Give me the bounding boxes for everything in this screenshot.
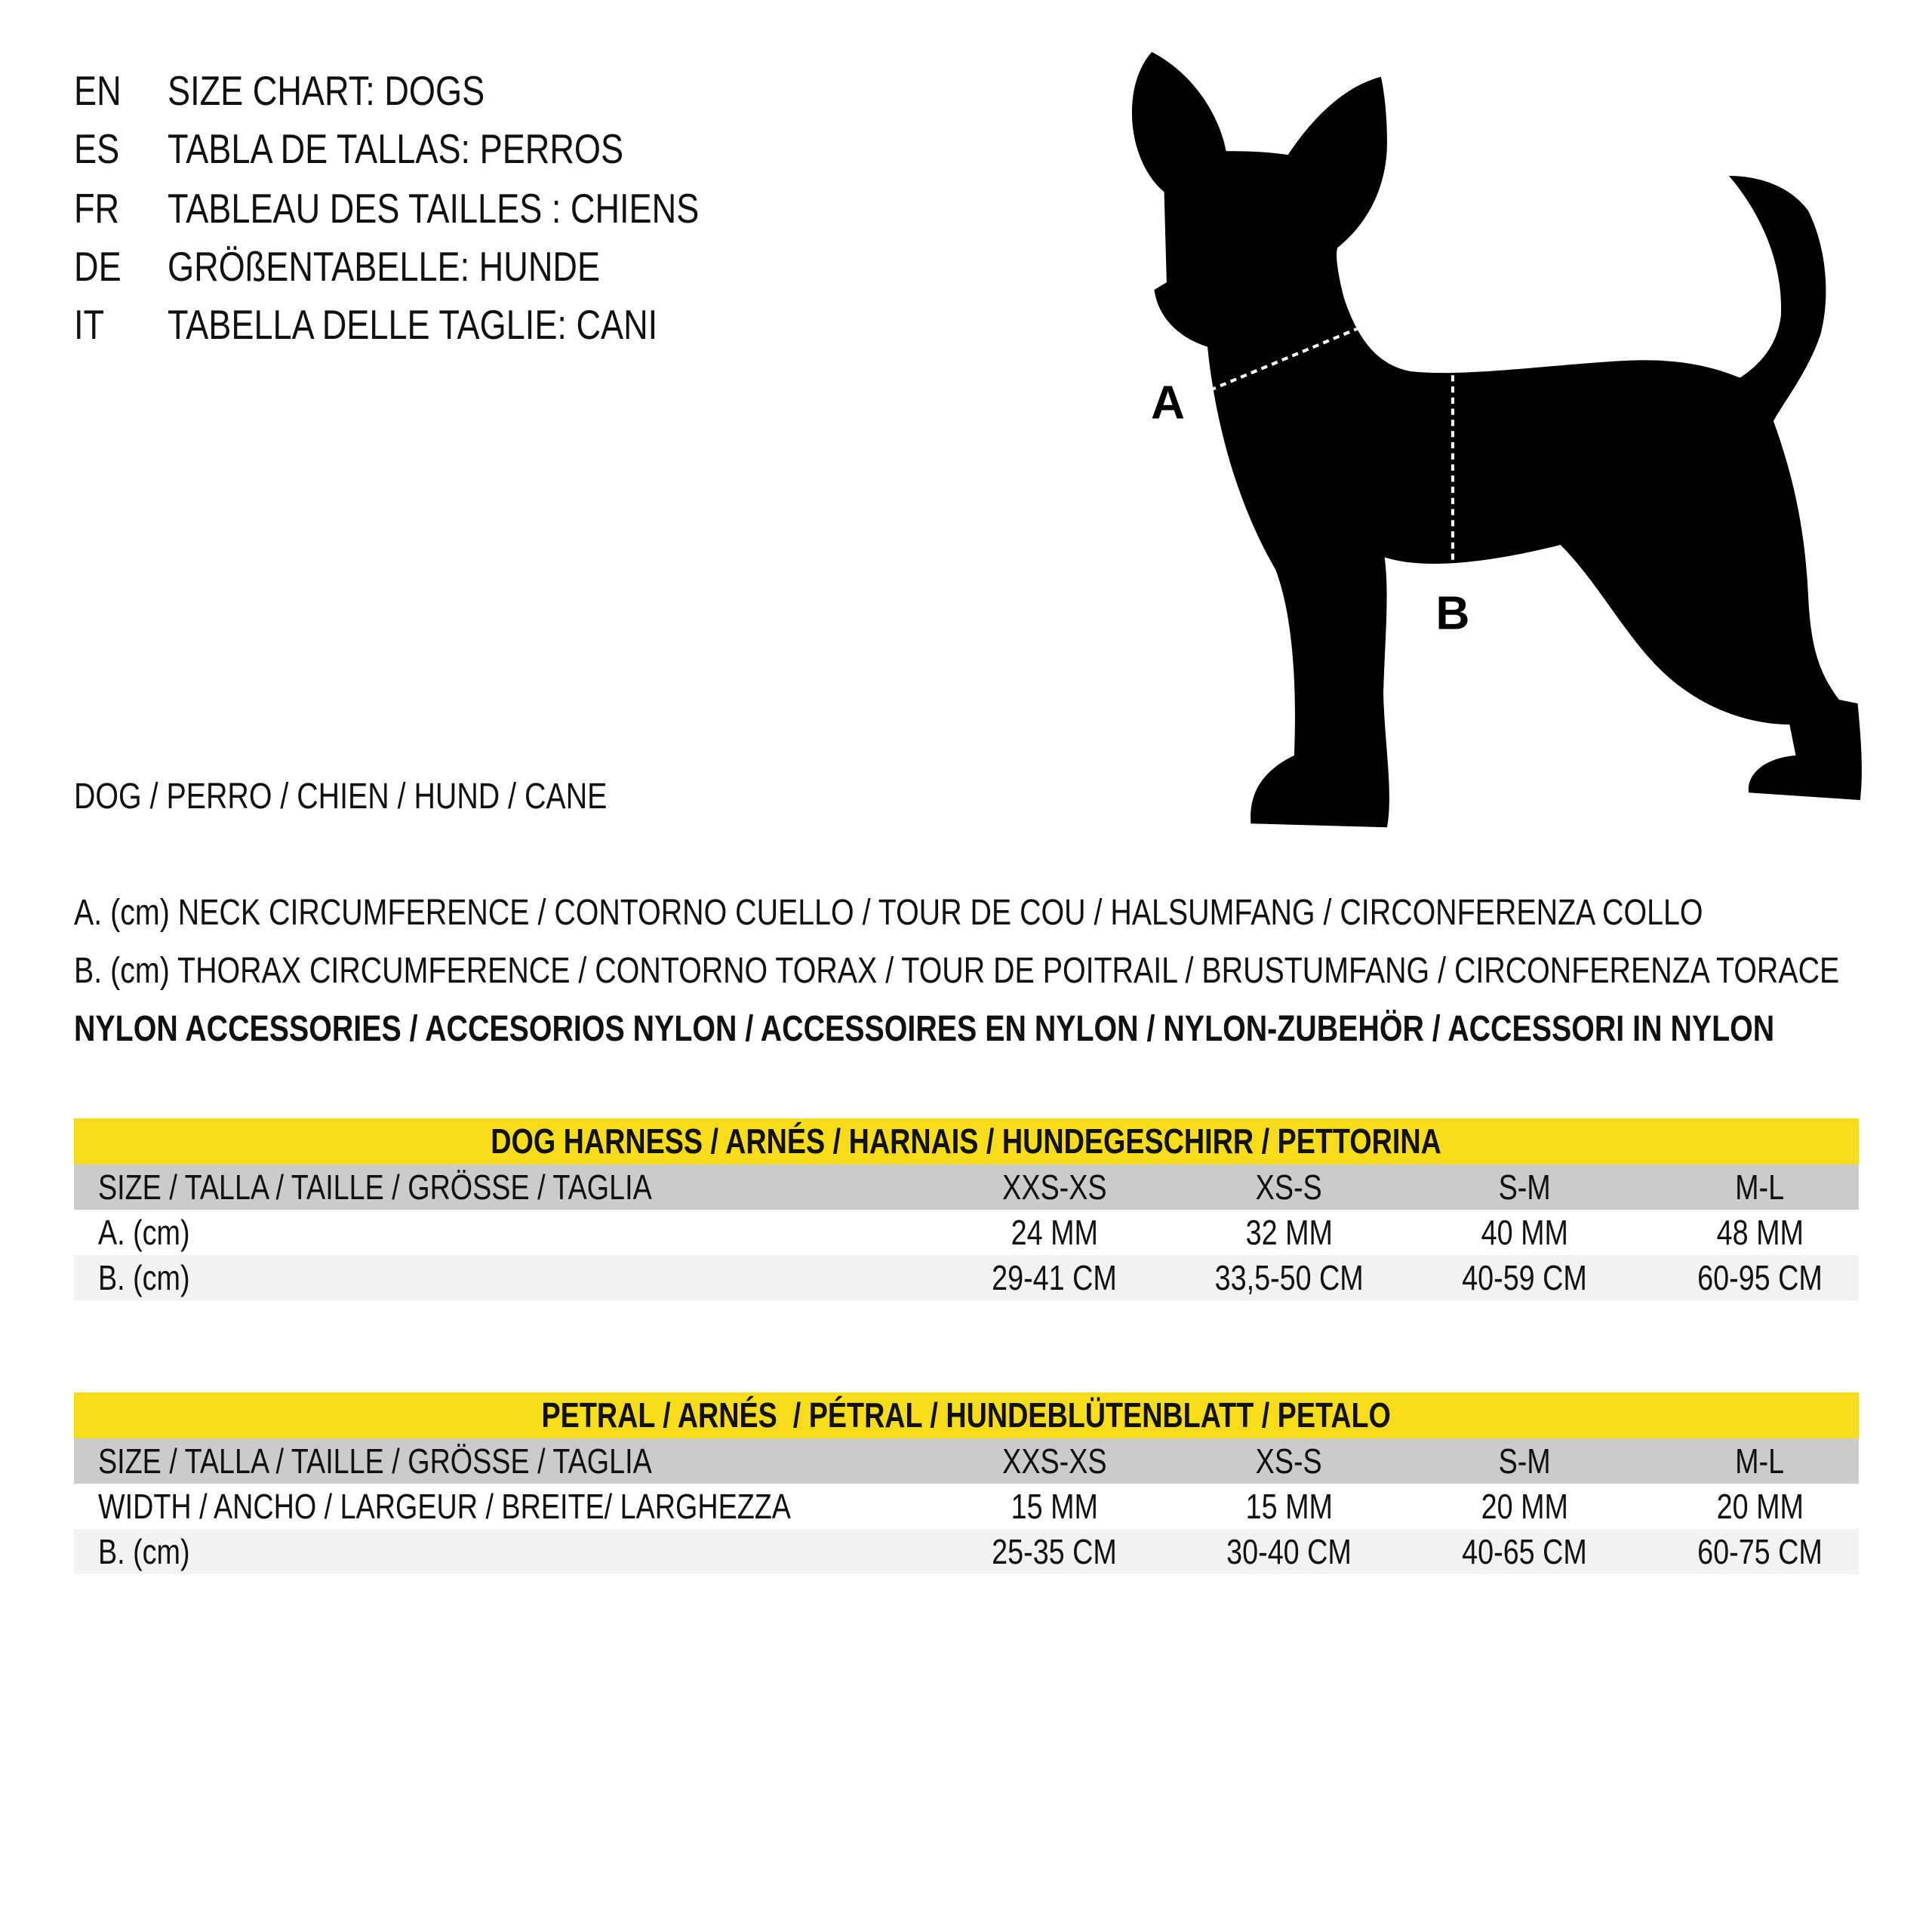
- nylon-heading: NYLON ACCESSORIES / ACCESORIOS NYLON / A…: [74, 1007, 1932, 1052]
- size-col: S-M: [1498, 1441, 1551, 1481]
- title-text: TABLA DE TALLAS: PERROS: [168, 125, 624, 172]
- size-col: M-L: [1735, 1168, 1785, 1207]
- petral-table: PETRAL / ARNÉS / PÉTRAL / HUNDEBLÜTENBLA…: [74, 1392, 1859, 1574]
- cell: 15 MM: [1011, 1487, 1098, 1526]
- lang-code: FR: [74, 185, 120, 232]
- size-col: M-L: [1735, 1441, 1785, 1481]
- animal-label: DOG / PERRO / CHIEN / HUND / CANE: [74, 774, 724, 820]
- cell: 30-40 CM: [1226, 1532, 1352, 1571]
- size-header-row: SIZE / TALLA / TAILLE / GRÖSSE / TAGLIA …: [74, 1164, 1859, 1210]
- legend-b-text: B. (cm) THORAX CIRCUMFERENCE / CONTORNO …: [74, 951, 1840, 991]
- size-label: SIZE / TALLA / TAILLE / GRÖSSE / TAGLIA: [98, 1441, 652, 1481]
- row-label: WIDTH / ANCHO / LARGEUR / BREITE/ LARGHE…: [98, 1487, 791, 1526]
- table-title-text: DOG HARNESS / ARNÉS / HARNAIS / HUNDEGES…: [491, 1121, 1442, 1161]
- cell: 32 MM: [1245, 1213, 1333, 1252]
- lang-code: IT: [74, 301, 105, 348]
- dog-harness-table: DOG HARNESS / ARNÉS / HARNAIS / HUNDEGES…: [74, 1118, 1859, 1300]
- row-label: A. (cm): [98, 1213, 190, 1252]
- cell: 60-95 CM: [1697, 1258, 1823, 1297]
- cell: 25-35 CM: [992, 1532, 1117, 1571]
- cell: 40-59 CM: [1462, 1258, 1587, 1297]
- size-header-row: SIZE / TALLA / TAILLE / GRÖSSE / TAGLIA …: [74, 1438, 1859, 1484]
- lang-code: DE: [74, 243, 122, 290]
- cell: 40-65 CM: [1462, 1532, 1587, 1571]
- title-text: TABLEAU DES TAILLES : CHIENS: [168, 185, 700, 232]
- label-a: A: [1151, 377, 1185, 429]
- table-row: A. (cm) 24 MM 32 MM 40 MM 48 MM: [74, 1210, 1859, 1255]
- cell: 24 MM: [1011, 1213, 1098, 1252]
- legend-a-text: A. (cm) NECK CIRCUMFERENCE / CONTORNO CU…: [74, 893, 1703, 933]
- lang-code: EN: [74, 67, 122, 114]
- cell: 20 MM: [1481, 1487, 1568, 1526]
- table-title: PETRAL / ARNÉS / PÉTRAL / HUNDEBLÜTENBLA…: [74, 1392, 1859, 1438]
- legend-b: B. (cm) THORAX CIRCUMFERENCE / CONTORNO …: [74, 949, 1932, 994]
- title-text: SIZE CHART: DOGS: [168, 67, 485, 114]
- size-label: SIZE / TALLA / TAILLE / GRÖSSE / TAGLIA: [98, 1168, 652, 1207]
- cell: 29-41 CM: [992, 1258, 1117, 1297]
- table-row: B. (cm) 29-41 CM 33,5-50 CM 40-59 CM 60-…: [74, 1255, 1859, 1300]
- title-text: GRÖßENTABELLE: HUNDE: [168, 243, 601, 290]
- table-title-text: PETRAL / ARNÉS / PÉTRAL / HUNDEBLÜTENBLA…: [541, 1395, 1392, 1435]
- cell: 60-75 CM: [1697, 1532, 1823, 1571]
- table-row: B. (cm) 25-35 CM 30-40 CM 40-65 CM 60-75…: [74, 1529, 1859, 1574]
- size-col: XXS-XS: [1001, 1441, 1107, 1481]
- label-b: B: [1435, 588, 1469, 640]
- size-col: XS-S: [1255, 1441, 1323, 1481]
- animal-label-text: DOG / PERRO / CHIEN / HUND / CANE: [74, 777, 608, 817]
- row-label: B. (cm): [98, 1258, 190, 1297]
- cell: 15 MM: [1245, 1487, 1333, 1526]
- table-row: WIDTH / ANCHO / LARGEUR / BREITE/ LARGHE…: [74, 1484, 1859, 1529]
- row-label: B. (cm): [98, 1532, 190, 1571]
- table-title: DOG HARNESS / ARNÉS / HARNAIS / HUNDEGES…: [74, 1118, 1859, 1164]
- lang-code: ES: [74, 125, 120, 172]
- size-col: XS-S: [1255, 1168, 1323, 1207]
- cell: 48 MM: [1716, 1213, 1804, 1252]
- neck-measure-line: [1209, 326, 1359, 392]
- title-text: TABELLA DELLE TAGLIE: CANI: [168, 301, 658, 348]
- legend-a: A. (cm) NECK CIRCUMFERENCE / CONTORNO CU…: [74, 891, 1932, 936]
- nylon-heading-text: NYLON ACCESSORIES / ACCESORIOS NYLON / A…: [74, 1009, 1775, 1049]
- cell: 20 MM: [1716, 1487, 1804, 1526]
- cell: 40 MM: [1481, 1213, 1568, 1252]
- size-col: XXS-XS: [1001, 1168, 1107, 1207]
- size-col: S-M: [1498, 1168, 1551, 1207]
- cell: 33,5-50 CM: [1214, 1258, 1364, 1297]
- dog-silhouette-icon: [1131, 51, 1862, 828]
